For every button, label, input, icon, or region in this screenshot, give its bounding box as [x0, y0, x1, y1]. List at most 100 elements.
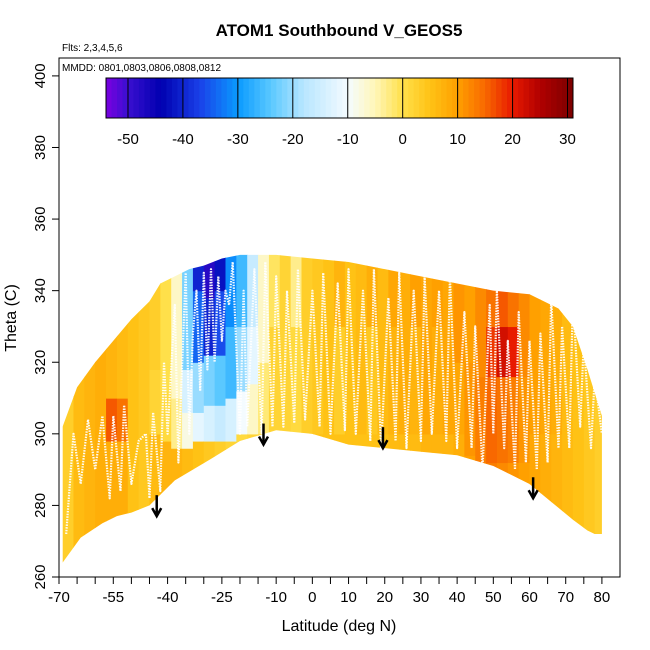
- heat-cell: [225, 440, 237, 563]
- colorbar-cell: [188, 78, 195, 118]
- y-axis-title: Theta (C): [3, 284, 20, 352]
- heat-cell: [551, 433, 563, 563]
- heat-cell: [507, 326, 520, 378]
- x-tick-label: 70: [557, 589, 574, 606]
- heat-cell: [236, 433, 248, 563]
- colorbar-tick-label: -20: [282, 131, 304, 148]
- colorbar-cell: [501, 78, 508, 118]
- dates-annotation: MMDD: 0801,0803,0806,0808,0812: [62, 63, 221, 74]
- heat-cell: [594, 254, 602, 563]
- heat-cell: [583, 254, 596, 563]
- flight-track: [65, 260, 263, 535]
- heat-cell: [323, 254, 335, 435]
- colorbar-cell: [303, 78, 310, 118]
- heat-cell: [344, 254, 357, 435]
- heat-cell: [388, 326, 400, 435]
- colorbar-cell: [193, 78, 200, 118]
- heat-cell: [388, 254, 400, 328]
- colorbar-tick-label: -30: [227, 131, 249, 148]
- colorbar-cell: [210, 78, 217, 118]
- colorbar-cell: [133, 78, 140, 118]
- colorbar-cell: [320, 78, 327, 118]
- heat-cell: [323, 433, 335, 563]
- colorbar-cell: [479, 78, 486, 118]
- heat-cell: [312, 433, 324, 563]
- colorbar-cell: [325, 78, 332, 118]
- heat-cell: [431, 433, 444, 563]
- heat-cell: [149, 369, 161, 435]
- x-tick-label: -40: [157, 589, 179, 606]
- heat-cell: [518, 254, 531, 378]
- heat-cell: [551, 254, 563, 435]
- colorbar-cell: [369, 78, 376, 118]
- heat-cell: [203, 297, 216, 356]
- heat-cell: [106, 398, 118, 442]
- heat-cell: [334, 433, 346, 563]
- colorbar-cell: [529, 78, 536, 118]
- arrow-head: [151, 507, 163, 519]
- colorbar-cell: [402, 78, 409, 118]
- heat-cell: [182, 412, 194, 449]
- colorbar-cell: [138, 78, 145, 118]
- heat-cell: [475, 376, 487, 464]
- colorbar-cell: [512, 78, 519, 118]
- colorbar-cell: [309, 78, 316, 118]
- colorbar-tick-label: 30: [559, 131, 576, 148]
- heat-cell: [529, 254, 541, 435]
- colorbar-cell: [496, 78, 503, 118]
- heat-cell: [171, 398, 183, 449]
- colorbar-cell: [463, 78, 470, 118]
- colorbar-cell: [248, 78, 255, 118]
- heat-cell: [192, 362, 205, 413]
- colorbar-cell: [452, 78, 459, 118]
- colorbar-cell: [391, 78, 398, 118]
- x-tick-label: -70: [48, 589, 70, 606]
- heat-cell: [138, 254, 151, 563]
- heat-cell: [182, 448, 194, 563]
- colorbar-cell: [435, 78, 442, 118]
- colorbar-cell: [265, 78, 272, 118]
- heat-cell: [62, 254, 75, 563]
- heat-cell: [149, 433, 161, 563]
- colorbar-cell: [413, 78, 420, 118]
- colorbar-tick-label: -40: [172, 131, 194, 148]
- colorbar-cell: [226, 78, 233, 118]
- colorbar-cell: [523, 78, 530, 118]
- chart-title: ATOM1 Southbound V_GEOS5: [216, 21, 463, 40]
- heat-cell: [192, 440, 205, 563]
- heat-cell: [399, 433, 411, 563]
- colorbar-tick-label: -50: [117, 131, 139, 148]
- y-tick-label: 400: [32, 63, 49, 88]
- colorbar-tick-label: 0: [399, 131, 407, 148]
- heat-cell: [192, 290, 205, 363]
- colorbar-cell: [160, 78, 167, 118]
- heat-cell: [507, 376, 520, 464]
- colorbar-cell: [353, 78, 360, 118]
- heat-cell: [192, 412, 205, 442]
- x-tick-label: 60: [521, 589, 538, 606]
- colorbar-cell: [342, 78, 349, 118]
- colorbar-cell: [177, 78, 184, 118]
- heat-cell: [182, 254, 194, 370]
- colorbar-cell: [419, 78, 426, 118]
- heat-cell: [572, 254, 585, 563]
- heat-cell: [160, 440, 172, 563]
- arrow-marker: [377, 427, 389, 451]
- heat-cell: [355, 433, 368, 563]
- arrow-head: [257, 435, 270, 448]
- colorbar-cell: [314, 78, 321, 118]
- heat-cell: [73, 254, 85, 563]
- heat-cell: [225, 254, 237, 328]
- colorbar-cell: [375, 78, 382, 118]
- x-tick-label: 40: [449, 589, 466, 606]
- colorbar-cell: [171, 78, 178, 118]
- y-tick-label: 380: [32, 135, 49, 160]
- heat-cell: [160, 390, 172, 442]
- colorbar-cell: [490, 78, 497, 118]
- heat-cell: [84, 254, 96, 563]
- colorbar-tick-label: -10: [337, 131, 359, 148]
- heat-cell: [410, 433, 422, 563]
- heat-cell: [171, 254, 183, 399]
- colorbar-cell: [545, 78, 552, 118]
- colorbar-cell: [540, 78, 547, 118]
